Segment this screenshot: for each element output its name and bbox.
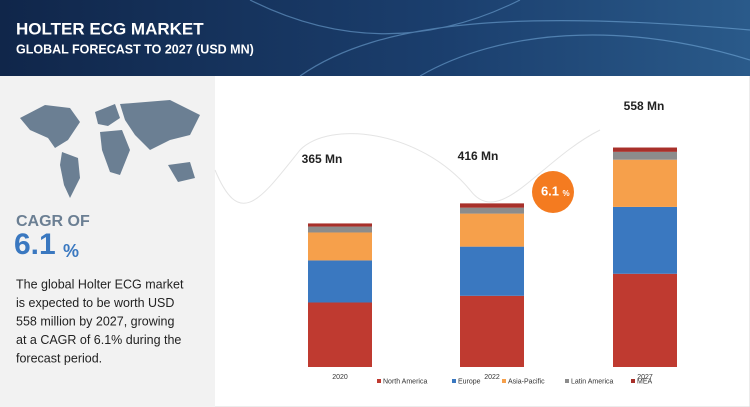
- bar-segment: [308, 223, 372, 227]
- legend-swatch: [377, 379, 381, 383]
- bar-segment: [613, 206, 677, 274]
- x-tick-label: 2022: [484, 374, 500, 381]
- description-line: is expected to be worth USD: [16, 296, 174, 310]
- description-line: at a CAGR of 6.1% during the: [16, 333, 181, 347]
- bar-segment: [613, 151, 677, 160]
- header-band: [0, 0, 750, 76]
- legend-label: Europe: [458, 378, 481, 385]
- header-decoration: [249, 0, 750, 77]
- legend-label: Latin America: [571, 378, 614, 385]
- total-label: 365 Mn: [302, 152, 343, 166]
- cagr-label: CAGR OF: [16, 213, 90, 230]
- bar-segment: [460, 295, 524, 367]
- description: The global Holter ECG market is expected …: [16, 277, 184, 365]
- title: HOLTER ECG MARKET: [16, 19, 204, 38]
- legend-label: MEA: [637, 378, 653, 385]
- bar-segment: [613, 147, 677, 152]
- badge-unit: %: [562, 189, 569, 198]
- description-line: The global Holter ECG market: [16, 277, 184, 291]
- bar-segment: [460, 207, 524, 214]
- legend-swatch: [631, 379, 635, 383]
- subtitle: GLOBAL FORECAST TO 2027 (USD MN): [16, 42, 254, 56]
- badge-value: 6.1: [541, 183, 559, 198]
- total-label: 558 Mn: [624, 99, 665, 113]
- x-tick-label: 2027: [637, 374, 653, 381]
- legend-swatch: [502, 379, 506, 383]
- x-tick-label: 2020: [332, 374, 348, 381]
- world-map: [20, 100, 200, 198]
- bar-segment: [460, 203, 524, 208]
- bar-segment: [308, 302, 372, 367]
- cagr-value: 6.1: [14, 228, 56, 261]
- legend-swatch: [452, 379, 456, 383]
- bar-segment: [613, 273, 677, 367]
- bar-segment: [613, 159, 677, 207]
- total-label: 416 Mn: [458, 149, 499, 163]
- bar-segment: [460, 213, 524, 247]
- bar-segment: [308, 260, 372, 303]
- legend-label: Asia-Pacific: [508, 378, 545, 385]
- description-line: 558 million by 2027, growing: [16, 314, 174, 328]
- bar-segment: [308, 232, 372, 261]
- bar-segment: [460, 246, 524, 296]
- decor-curve: [214, 129, 601, 204]
- cagr-unit: %: [63, 241, 79, 261]
- bar-segment: [308, 226, 372, 233]
- legend-swatch: [565, 379, 569, 383]
- legend-label: North America: [383, 378, 427, 385]
- description-line: forecast period.: [16, 351, 102, 365]
- growth-arrow: [507, 171, 613, 273]
- cagr-badge: [532, 171, 574, 213]
